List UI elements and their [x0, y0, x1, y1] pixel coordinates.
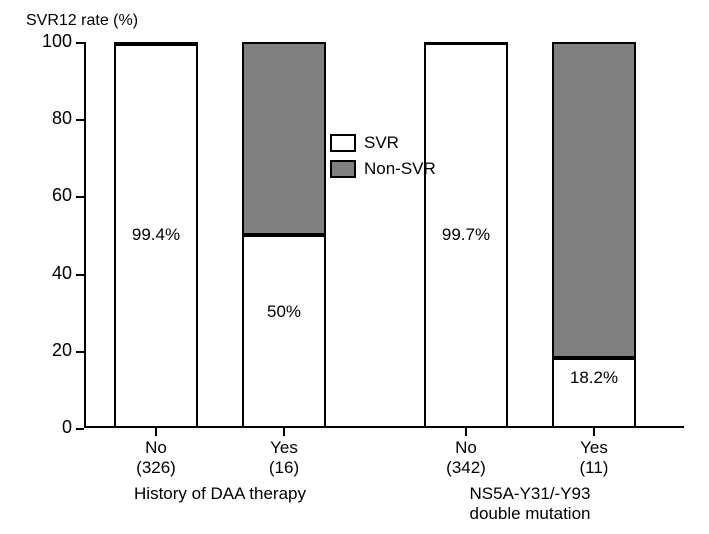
y-tick-label: 40 [28, 263, 72, 284]
x-category-label: Yes(11) [542, 438, 646, 479]
x-tick [155, 428, 157, 436]
x-tick [593, 428, 595, 436]
legend-item-nonsvr: Non-SVR [330, 156, 436, 182]
y-axis-title: SVR12 rate (%) [26, 12, 138, 30]
bar-nonsvr [552, 42, 636, 358]
legend-label-svr: SVR [356, 133, 399, 153]
y-tick-label: 60 [28, 185, 72, 206]
y-tick-label: 80 [28, 108, 72, 129]
bar-nonsvr [242, 42, 326, 235]
y-tick-label: 0 [28, 417, 72, 438]
y-tick [76, 119, 84, 121]
legend-label-nonsvr: Non-SVR [356, 159, 436, 179]
x-group-label: History of DAA therapy [90, 484, 350, 504]
y-tick [76, 428, 84, 430]
legend-swatch-nonsvr [330, 160, 356, 178]
x-category-label: Yes(16) [232, 438, 336, 479]
y-tick-label: 20 [28, 340, 72, 361]
bar-value-label: 99.4% [114, 225, 198, 245]
svr12-chart: SVR12 rate (%) 0 20 40 60 80 100 99.4% 50% 99.7… [0, 0, 709, 534]
x-tick [465, 428, 467, 436]
y-tick [76, 196, 84, 198]
legend: SVR Non-SVR [330, 130, 436, 182]
bar-value-label: 50% [242, 302, 326, 322]
legend-item-svr: SVR [330, 130, 436, 156]
x-group-label: NS5A-Y31/-Y93double mutation [400, 484, 660, 524]
bar-value-label: 99.7% [424, 225, 508, 245]
x-tick [283, 428, 285, 436]
y-tick-label: 100 [28, 31, 72, 52]
y-tick [76, 42, 84, 44]
y-tick [76, 274, 84, 276]
x-category-label: No(342) [414, 438, 518, 479]
x-category-label: No(326) [104, 438, 208, 479]
y-tick [76, 351, 84, 353]
bar-value-label: 18.2% [552, 368, 636, 388]
bar-svr [242, 235, 326, 428]
legend-swatch-svr [330, 134, 356, 152]
